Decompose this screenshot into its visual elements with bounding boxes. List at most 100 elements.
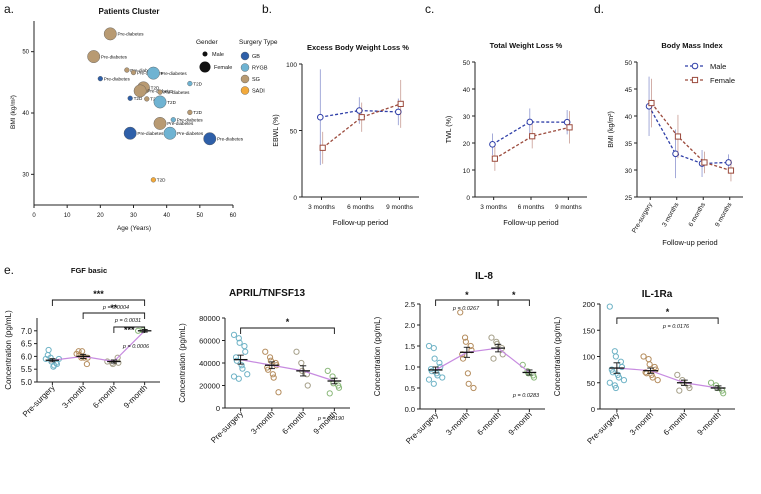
e1-ytick-label-3: 6.5 <box>21 340 33 349</box>
e3-dot-0-3 <box>436 359 443 366</box>
b-point-male-2 <box>395 108 402 116</box>
e2-dot-0-11 <box>235 375 242 382</box>
e3-xtick-label-3: 9-month <box>507 410 534 437</box>
e2-dot-2-4 <box>304 382 311 389</box>
a-legend-female-label: Female <box>214 65 232 71</box>
e4-dot-0-8 <box>615 374 623 381</box>
b-xtick-label-2: 9 months <box>386 204 413 211</box>
d-series-male-line <box>648 105 729 165</box>
a-legend-sadi-label: SADI <box>252 89 265 95</box>
e3-xtick-label-0: Pre-surgery <box>404 410 440 446</box>
e4-dot-0-9 <box>620 377 628 384</box>
e2-dot-1-1 <box>266 354 274 361</box>
e3-dot-1-9 <box>470 384 477 392</box>
a-bubble-16 <box>123 126 137 140</box>
e4-dot-1-8 <box>649 374 656 381</box>
e3-comparison-p-1: p = 0.0283 <box>512 393 540 399</box>
c-ytick-label-0: 0 <box>466 195 470 202</box>
a-ytick-label-0: 30 <box>22 172 29 178</box>
a-bubble-11 <box>144 96 150 102</box>
b-point-female-1 <box>358 114 365 121</box>
a-title: Patients Cluster <box>99 7 160 16</box>
e4-dot-1-1 <box>645 356 652 363</box>
a-bubble-12 <box>153 95 167 109</box>
e3-dot-3-4 <box>530 374 538 381</box>
d-point-female-0 <box>648 99 655 107</box>
d-ytick-label-3: 40 <box>625 114 633 121</box>
d-xtick-label-0: Pre-surgery <box>631 201 654 235</box>
e4-dot-0-2 <box>612 353 619 360</box>
d-ytick-label-2: 35 <box>625 141 633 148</box>
c-ytick-label-5: 50 <box>463 60 471 67</box>
d-ytick-label-0: 25 <box>625 195 633 202</box>
e4-dot-1-0 <box>640 353 647 360</box>
e4-ytick-label-2: 100 <box>582 353 595 362</box>
e3-ytick-label-4: 2.0 <box>405 321 415 330</box>
a-y-axis-label: BMI (kg/m²) <box>10 95 17 129</box>
a-bubble-17 <box>163 126 177 140</box>
e3-dot-0-2 <box>431 355 438 362</box>
e3-comparison-bracket-1 <box>497 299 530 306</box>
d-ytick-label-1: 30 <box>625 168 633 175</box>
a-bubble-6 <box>187 80 193 87</box>
panel-label-b: b. <box>262 2 272 16</box>
a-xtick-label-4: 40 <box>163 213 170 219</box>
a-bubble-label-17: Pre-diabetes <box>177 131 204 136</box>
a-legend-surgery-title: Surgery Type <box>239 39 278 46</box>
e2-dot-3-0 <box>324 367 331 374</box>
a-bubble-label-16: Pre-diabetes <box>137 131 164 136</box>
e1-ytick-label-4: 7.0 <box>21 327 33 336</box>
e3-dot-0-1 <box>430 345 437 352</box>
e1-ytick-label-0: 5.0 <box>21 378 33 387</box>
a-bubble-4 <box>97 76 103 82</box>
e4-dot-2-0 <box>674 371 681 378</box>
e1-xtick-label-2: 6-month <box>91 383 118 410</box>
e1-ytick-label-1: 5.5 <box>21 365 33 374</box>
a-bubble-label-10: T2D <box>134 96 143 101</box>
d-ytick-label-4: 45 <box>625 87 633 94</box>
a-bubble-14 <box>170 117 176 123</box>
e3-dot-0-9 <box>439 374 446 381</box>
e4-xtick-label-1: 3-month <box>628 410 655 437</box>
e2-dot-1-8 <box>270 374 277 381</box>
d-point-male-1 <box>672 150 679 158</box>
e1-comparison-stars-2: *** <box>124 325 135 335</box>
e2-ytick-label-1: 20000 <box>199 382 220 391</box>
e3-dot-1-3 <box>467 342 474 350</box>
e4-ytick-label-1: 50 <box>587 379 595 388</box>
e4-xtick-label-2: 6-month <box>662 410 689 437</box>
e1-xtick-label-0: Pre-surgery <box>21 383 57 419</box>
e2-comparison-stars-0: * <box>286 317 290 327</box>
a-legend-female-marker <box>199 61 211 73</box>
e4-dot-2-5 <box>676 387 683 394</box>
e1-comparison-bracket-1 <box>82 312 146 319</box>
panel-label-e: e. <box>4 263 14 277</box>
b-series-female-line <box>322 103 401 149</box>
c-point-female-1 <box>529 133 536 140</box>
a-bubble-label-12: T2D <box>167 100 176 105</box>
e3-dot-1-1 <box>461 334 469 341</box>
d-xtick-label-2: 6 months <box>688 201 708 228</box>
a-bubble-label-15: Pre-diabetes <box>167 121 194 126</box>
b-point-female-2 <box>397 100 404 108</box>
b-point-male-1 <box>356 107 363 114</box>
c-xtick-label-0: 3 months <box>480 204 507 211</box>
a-bubble-19 <box>150 177 157 183</box>
a-ytick-label-1: 40 <box>22 111 29 117</box>
d-point-male-3 <box>725 159 732 166</box>
e2-dot-0-6 <box>233 357 240 364</box>
e4-dot-0-3 <box>617 358 625 365</box>
e4-dot-3-0 <box>707 379 715 386</box>
a-bubble-label-18: Pre-diabetes <box>217 137 244 142</box>
e3-dot-1-7 <box>464 370 471 377</box>
a-x-axis-label: Age (Years) <box>117 225 151 232</box>
a-legend-gb-label: GB <box>252 54 260 60</box>
e2-title: APRIL/TNFSF13 <box>229 288 306 299</box>
e2-y-axis-label: Concentration (pg/mL) <box>178 323 187 403</box>
a-ytick-label-2: 50 <box>22 50 29 56</box>
a-bubble-2 <box>124 67 130 73</box>
e4-dot-0-4 <box>618 363 626 371</box>
e2-ytick-label-3: 60000 <box>199 337 220 346</box>
d-y-axis-label: BMI (kg/m²) <box>608 111 615 148</box>
